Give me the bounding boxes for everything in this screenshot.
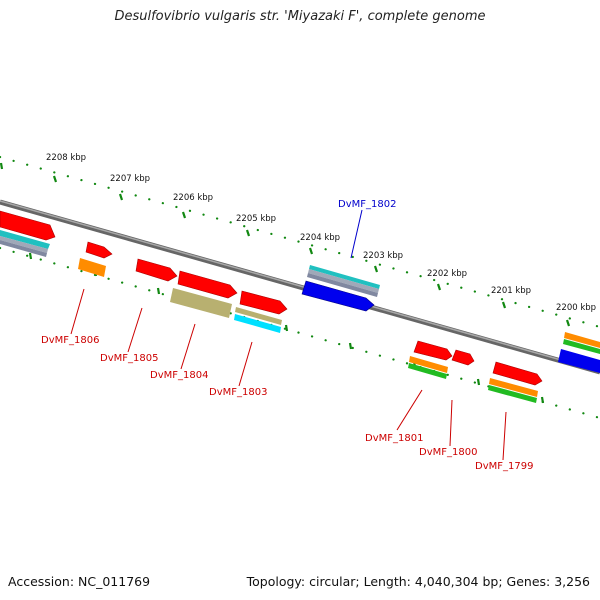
cds-arrow xyxy=(0,210,56,241)
kbp-label: 2207 kbp xyxy=(110,174,150,184)
label-leaders xyxy=(70,209,507,461)
kbp-label: 2202 kbp xyxy=(427,269,467,279)
genome-backbone xyxy=(0,199,600,375)
kbp-label: 2206 kbp xyxy=(173,193,213,203)
blast-hit-green-1801 xyxy=(408,363,447,379)
gene-label: DvMF_1803 xyxy=(209,387,267,398)
kbp-label: 2205 kbp xyxy=(236,214,276,224)
kbp-label: 2200 kbp xyxy=(556,303,596,313)
gene-label: DvMF_1804 xyxy=(150,370,208,381)
gene-label: DvMF_1806 xyxy=(41,335,99,346)
gene-label: DvMF_1805 xyxy=(100,353,158,364)
map-title: Desulfovibrio vulgaris str. 'Miyazaki F'… xyxy=(114,9,486,24)
feature-group-1806 xyxy=(0,210,113,277)
kbp-label: 2203 kbp xyxy=(363,251,403,261)
kbp-label: 2201 kbp xyxy=(491,286,531,296)
reverse-cds-1802 xyxy=(301,280,375,312)
outer-major-ticks xyxy=(0,162,571,327)
kbp-label: 2204 kbp xyxy=(300,233,340,243)
reverse-cds-edge xyxy=(558,349,600,373)
cds-arrow-1805 xyxy=(135,258,178,282)
blast-hit-green-edge xyxy=(563,339,600,354)
genome-summary: Topology: circular; Length: 4,040,304 bp… xyxy=(246,574,590,589)
cds-arrow-1804 xyxy=(177,270,238,299)
blast-hit-teal-1802 xyxy=(309,265,380,289)
blast-hit-gray xyxy=(0,240,47,257)
gene-labels: DvMF_1806 DvMF_1805 DvMF_1804 DvMF_1803 … xyxy=(41,199,533,472)
kbp-labels: 2208 kbp 2207 kbp 2206 kbp 2205 kbp 2204… xyxy=(46,153,596,313)
blast-hit-gray xyxy=(0,236,48,253)
cds-arrow-1800 xyxy=(451,349,475,366)
cds-arrow-1799 xyxy=(492,361,543,386)
gene-features xyxy=(0,210,600,403)
blast-hit-olive-1804 xyxy=(170,288,232,318)
kbp-label: 2208 kbp xyxy=(46,153,86,163)
blast-hit-orange-edge xyxy=(564,332,600,348)
blast-hit-orange xyxy=(78,258,106,277)
blast-hit-orange-1799 xyxy=(489,378,538,397)
gene-label: DvMF_1802 xyxy=(338,199,396,210)
gene-label: DvMF_1800 xyxy=(419,447,477,458)
cds-arrow xyxy=(85,241,113,259)
blast-hit-teal xyxy=(0,230,50,249)
blast-hit-green-1799 xyxy=(488,385,537,403)
blast-hit-orange-1801 xyxy=(409,356,448,373)
accession-text: Accession: NC_011769 xyxy=(8,574,151,589)
blast-hit-olive-1803 xyxy=(235,307,282,325)
cds-arrow-1801 xyxy=(413,340,453,361)
gene-label: DvMF_1801 xyxy=(365,433,423,444)
blast-hit-cyan-1803 xyxy=(234,314,281,333)
blast-hit-gray-1802 xyxy=(308,269,379,293)
blast-hit-gray-1802 xyxy=(307,273,378,297)
gene-label: DvMF_1799 xyxy=(475,461,533,472)
cds-arrow-1803 xyxy=(239,290,288,315)
